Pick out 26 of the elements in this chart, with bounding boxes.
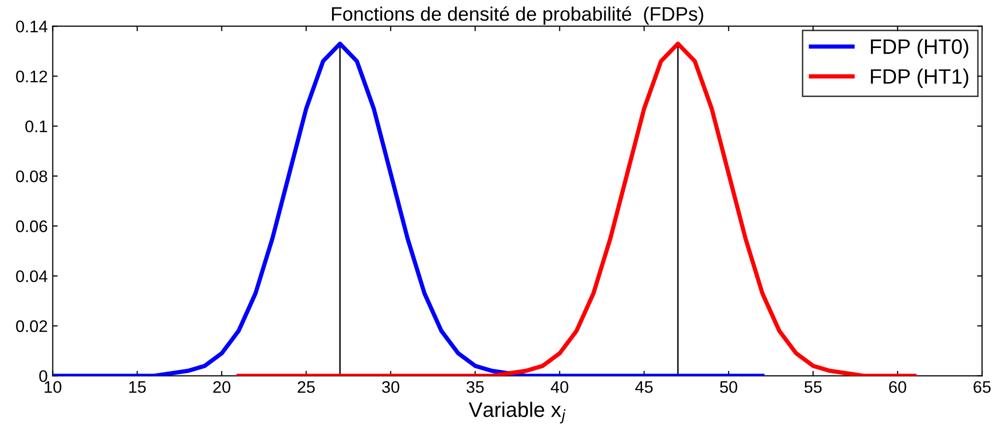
y-tick-label: 0.06 [16, 220, 48, 232]
x-tick-label: 60 [889, 381, 906, 393]
x-axis-title: Variable x$_{j}$ [468, 402, 566, 424]
line-series [236, 42, 917, 376]
y-tick-label: 0 [39, 370, 48, 382]
y-tick-label: 0.12 [16, 70, 48, 82]
x-tick-label: 35 [466, 381, 484, 393]
x-tick-label: 50 [720, 381, 738, 393]
legend-label: FDP (HT1) [870, 68, 968, 88]
y-tick-label: 0.02 [16, 320, 48, 332]
x-tick-label: 15 [129, 381, 146, 393]
y-tick-label: 0.14 [16, 20, 48, 32]
chart-title: Fonctions de densité de probabilité (FDPs) [332, 6, 704, 25]
x-tick-label: 65 [974, 381, 991, 393]
x-tick-label: 40 [550, 381, 568, 393]
y-tick-label: 0.1 [25, 120, 48, 132]
x-tick-label: 55 [804, 381, 822, 393]
line-series [52, 42, 764, 376]
x-tick-label: 45 [635, 381, 653, 393]
y-tick-label: 0.04 [16, 270, 48, 282]
x-tick-label: 10 [44, 381, 62, 393]
y-tick-label: 0.08 [16, 170, 48, 182]
x-tick-label: 20 [213, 381, 230, 393]
x-tick-label: 30 [382, 381, 400, 393]
x-tick-label: 25 [298, 381, 315, 393]
legend-label: FDP (HT0) [870, 38, 968, 58]
